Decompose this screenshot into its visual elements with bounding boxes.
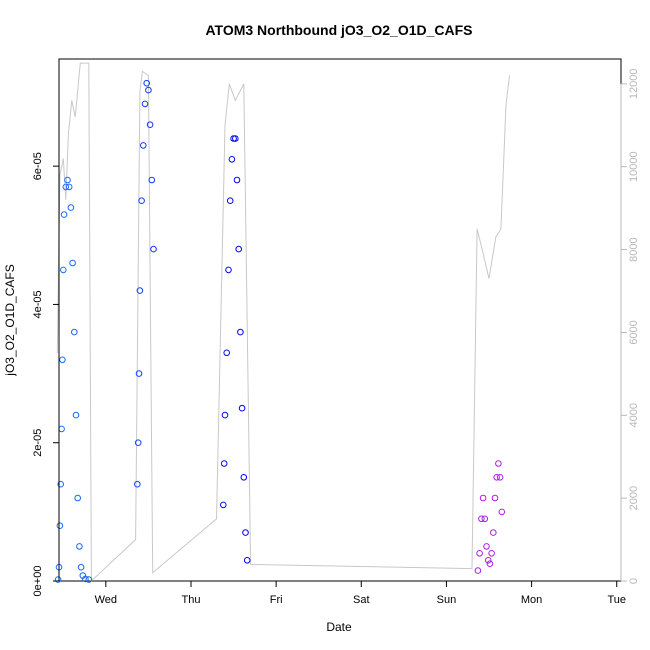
data-point [232, 135, 239, 142]
data-point [240, 474, 248, 481]
data-point [56, 522, 64, 530]
data-point [150, 245, 157, 253]
data-point [143, 79, 150, 87]
data-point [146, 121, 154, 128]
y2-tick-label: 8000 [628, 237, 640, 261]
data-point [136, 287, 144, 294]
secondary-y-axis: 0 2000 4000 6000 8000 10000 12000 [620, 69, 640, 584]
data-point [228, 156, 236, 163]
data-point [486, 560, 494, 568]
x-axis: Wed Thu Fri Sat Sun Mon Tue [95, 580, 626, 606]
y-axis: 0e+00 2e-05 4e-05 6e-05 [32, 152, 60, 597]
data-point [491, 494, 499, 502]
secondary-series-line [56, 62, 510, 583]
data-point [138, 197, 145, 204]
data-point [223, 349, 230, 357]
data-point [76, 543, 83, 550]
y-tick-label: 6e-05 [32, 152, 44, 180]
x-tick-label: Thu [182, 594, 201, 606]
data-point [85, 576, 93, 583]
x-tick-label: Wed [95, 594, 117, 606]
data-point [140, 142, 147, 149]
data-point [135, 370, 143, 377]
x-tick-label: Sat [353, 594, 370, 606]
y-tick-label: 2e-05 [32, 429, 44, 457]
point-layer [54, 79, 506, 583]
x-axis-label: Date [326, 620, 352, 634]
data-point [72, 411, 80, 419]
data-point [77, 563, 85, 571]
data-point [59, 356, 66, 364]
data-point [498, 508, 506, 516]
x-tick-label: Sun [437, 594, 457, 606]
data-point [141, 100, 149, 108]
secondary-series [56, 62, 510, 583]
data-point [490, 529, 497, 536]
data-point [238, 404, 246, 412]
data-point [148, 176, 156, 184]
data-point [65, 183, 73, 191]
data-point [54, 576, 62, 583]
data-point [82, 575, 89, 583]
x-tick-label: Tue [607, 594, 626, 606]
data-point [134, 480, 141, 488]
x-tick-label: Mon [521, 594, 542, 606]
data-point [243, 557, 251, 564]
x-tick-label: Fri [270, 594, 283, 606]
data-point [226, 197, 234, 204]
data-point [493, 474, 501, 481]
data-point [233, 176, 241, 184]
data-point [134, 439, 142, 447]
y2-tick-label: 12000 [628, 69, 640, 100]
data-point [62, 183, 70, 191]
data-point [220, 460, 228, 467]
y2-tick-label: 10000 [628, 151, 640, 182]
data-point [64, 176, 71, 184]
data-point [476, 550, 483, 557]
data-point [225, 266, 232, 274]
data-point [58, 425, 65, 433]
data-point [74, 494, 81, 502]
data-point [474, 567, 482, 574]
y2-tick-label: 2000 [628, 486, 640, 510]
data-point [237, 328, 244, 336]
y2-tick-label: 6000 [628, 320, 640, 344]
data-point [488, 550, 495, 557]
y-axis-label: jO3_O2_O1D_CAFS [3, 264, 17, 376]
data-point [60, 211, 68, 218]
y-tick-label: 4e-05 [32, 290, 44, 318]
data-point [57, 480, 65, 488]
plot-frame [58, 58, 622, 582]
data-point [478, 515, 485, 523]
data-point [483, 543, 490, 550]
y2-tick-label: 4000 [628, 403, 640, 427]
data-point [69, 259, 76, 267]
data-point [242, 529, 249, 536]
data-point [145, 86, 152, 94]
y2-tick-label: 0 [628, 578, 640, 584]
data-point [220, 501, 227, 509]
data-point [235, 245, 242, 253]
data-point [479, 494, 487, 502]
data-point [484, 557, 492, 564]
data-point [71, 328, 78, 336]
chart-title: ATOM3 Northbound jO3_O2_O1D_CAFS [205, 22, 472, 38]
data-point [496, 474, 504, 481]
data-point [60, 266, 67, 274]
data-point [495, 460, 502, 467]
data-point [481, 515, 489, 523]
y-tick-label: 0e+00 [32, 566, 44, 597]
data-point [221, 411, 229, 419]
data-point [67, 204, 75, 211]
